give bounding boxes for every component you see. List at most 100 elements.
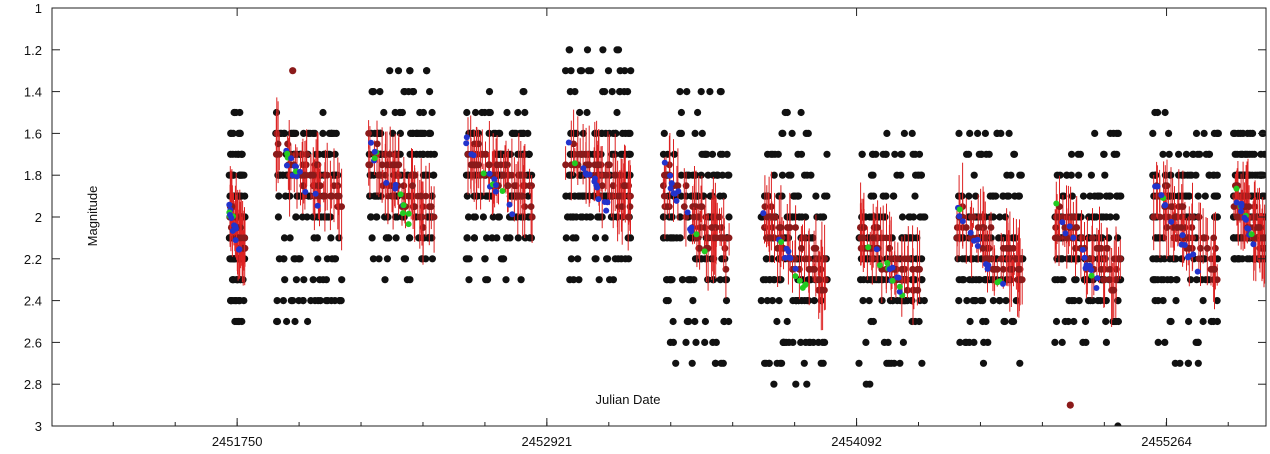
blue-point xyxy=(371,148,378,155)
visual-point xyxy=(517,276,525,284)
green-point xyxy=(956,206,963,213)
mean-point xyxy=(526,182,533,190)
visual-point xyxy=(1248,150,1256,158)
green-point xyxy=(405,221,412,228)
visual-point xyxy=(567,255,576,263)
mean-point xyxy=(625,213,632,221)
mean-point xyxy=(417,192,425,200)
blue-point xyxy=(236,246,243,253)
mean-point xyxy=(606,161,613,169)
visual-point xyxy=(1154,297,1162,305)
visual-point xyxy=(612,129,620,137)
visual-point xyxy=(823,192,831,200)
visual-point xyxy=(1230,234,1238,242)
visual-point xyxy=(275,192,283,200)
mean-point xyxy=(616,192,624,200)
visual-point xyxy=(322,297,330,305)
visual-point xyxy=(669,317,677,326)
visual-point xyxy=(689,297,697,305)
visual-point xyxy=(477,192,485,200)
blue-point xyxy=(1062,230,1069,237)
visual-point xyxy=(774,150,782,158)
mean-point xyxy=(301,171,309,179)
visual-point xyxy=(1152,255,1160,263)
visual-point xyxy=(996,213,1004,221)
visual-point xyxy=(231,108,239,117)
mean-point xyxy=(720,234,728,242)
visual-point xyxy=(775,297,783,305)
visual-point xyxy=(685,317,693,326)
green-point xyxy=(400,210,406,217)
green-point xyxy=(1248,231,1255,238)
visual-point xyxy=(1076,150,1084,158)
visual-point xyxy=(601,88,609,96)
mean-point xyxy=(386,150,394,158)
blue-point xyxy=(595,196,602,203)
blue-point xyxy=(470,152,477,159)
mean-point xyxy=(711,234,719,242)
visual-point xyxy=(868,150,877,158)
visual-point xyxy=(793,192,802,200)
mean-point xyxy=(791,255,799,263)
mean-point xyxy=(1093,244,1101,252)
visual-point xyxy=(626,150,634,158)
visual-point xyxy=(965,192,973,200)
visual-point xyxy=(966,317,974,326)
visual-point xyxy=(1152,234,1160,242)
visual-point xyxy=(725,171,733,179)
visual-point xyxy=(330,129,338,137)
blue-point xyxy=(1233,199,1240,206)
visual-point xyxy=(463,192,471,200)
visual-point xyxy=(701,338,709,346)
visual-point xyxy=(985,150,993,158)
visual-point xyxy=(805,297,813,305)
visual-point xyxy=(338,276,346,284)
green-point xyxy=(1233,185,1240,192)
y-tick-label: 2.4 xyxy=(24,294,42,309)
visual-point xyxy=(478,108,486,117)
y-tick-label: 1.8 xyxy=(24,168,42,183)
visual-point xyxy=(472,108,480,117)
visual-point xyxy=(405,88,413,96)
visual-point xyxy=(570,129,579,137)
mean-point xyxy=(819,286,826,294)
green-point xyxy=(397,191,404,198)
mean-point xyxy=(703,234,711,242)
visual-point xyxy=(570,276,578,284)
blue-point xyxy=(226,201,233,208)
mean-point xyxy=(1006,244,1014,252)
visual-point xyxy=(1154,108,1162,117)
mean-point xyxy=(574,150,582,158)
mean-point xyxy=(993,265,1001,273)
visual-point xyxy=(273,297,281,305)
visual-point xyxy=(915,171,923,179)
visual-point xyxy=(677,108,686,117)
visual-point xyxy=(817,359,825,367)
visual-point xyxy=(428,255,436,263)
mean-point xyxy=(528,213,536,221)
visual-point xyxy=(572,213,580,221)
mean-point xyxy=(313,161,321,169)
visual-point xyxy=(369,255,377,263)
visual-point xyxy=(396,129,404,137)
visual-point xyxy=(989,192,998,200)
visual-point xyxy=(1246,255,1254,263)
blue-point xyxy=(688,228,695,235)
green-point xyxy=(994,279,1001,286)
visual-point xyxy=(496,129,504,137)
blue-point xyxy=(1059,219,1066,226)
visual-point xyxy=(234,317,242,326)
visual-point xyxy=(717,359,725,367)
visual-point xyxy=(490,129,498,137)
visual-point xyxy=(921,213,929,221)
visual-point xyxy=(521,108,529,117)
visual-point xyxy=(520,129,528,137)
visual-point xyxy=(683,88,691,96)
blue-point xyxy=(684,209,691,216)
visual-point xyxy=(327,234,335,242)
visual-point xyxy=(778,129,786,137)
visual-point xyxy=(659,234,668,242)
visual-point xyxy=(234,150,242,158)
blue-point xyxy=(312,190,319,197)
visual-point xyxy=(1086,297,1095,305)
